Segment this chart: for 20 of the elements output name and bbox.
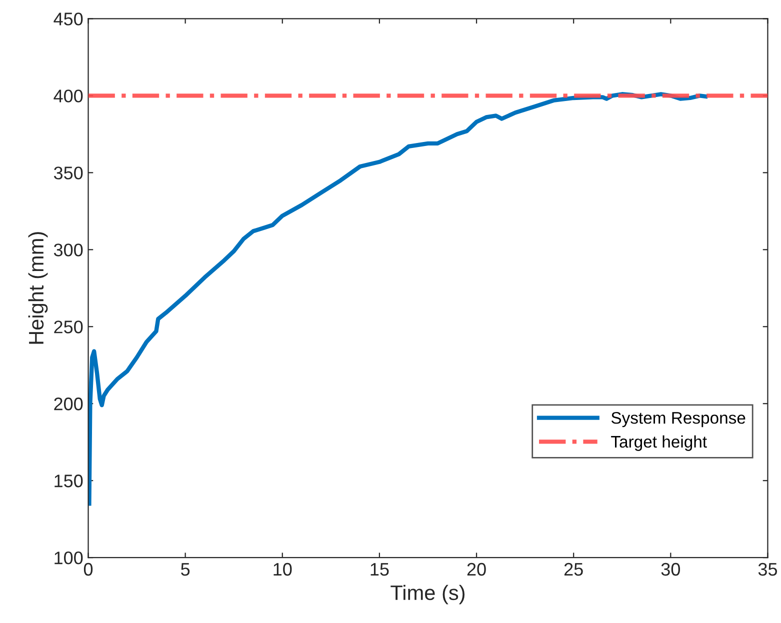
legend-label: System Response [611, 412, 746, 428]
y-axis-title: Height (mm) [28, 232, 48, 344]
x-tick-label: 0 [84, 562, 93, 576]
x-axis-title: Time (s) [390, 584, 464, 604]
legend-label: Target height [611, 435, 707, 451]
x-tick-label: 25 [564, 562, 583, 576]
y-tick-label: 200 [54, 398, 83, 410]
y-tick-label: 100 [54, 552, 83, 564]
x-tick-label: 10 [274, 562, 292, 576]
y-tick-label: 350 [54, 166, 83, 180]
x-tick-label: 35 [758, 562, 778, 576]
y-tick-label: 450 [54, 12, 83, 26]
x-tick-label: 30 [661, 562, 680, 576]
y-tick-label: 250 [54, 320, 83, 334]
y-tick-label: 150 [54, 474, 83, 488]
y-tick-label: 300 [54, 244, 83, 256]
x-tick-label: 20 [467, 562, 486, 576]
y-tick-label: 400 [54, 90, 83, 102]
x-tick-label: 5 [181, 563, 190, 576]
x-tick-label: 15 [370, 563, 389, 576]
